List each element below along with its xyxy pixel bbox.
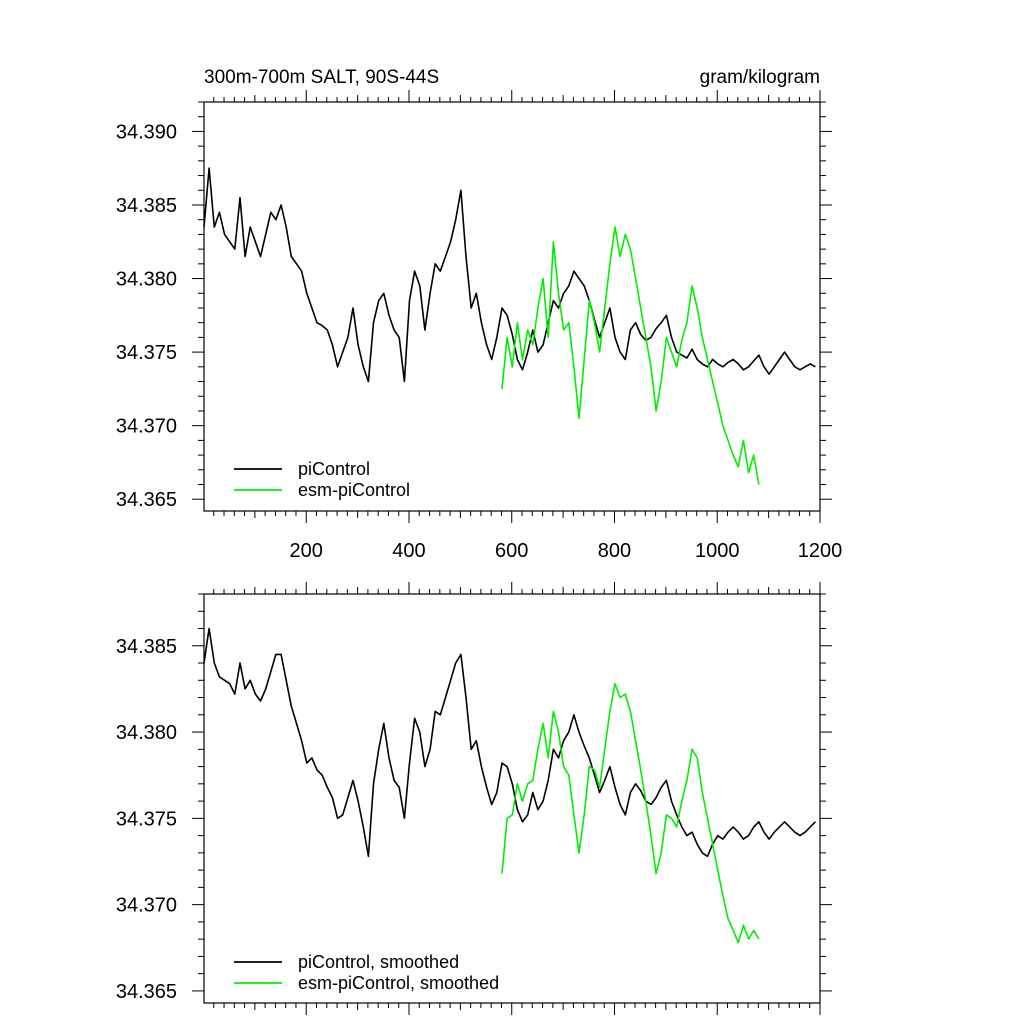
x-tick-label: 200 — [290, 540, 323, 562]
y-tick-label: 34.390 — [116, 121, 177, 143]
legend-label-picontrol: piControl — [298, 459, 370, 479]
x-tick-label: 1000 — [695, 540, 740, 562]
x-tick-label: 1200 — [798, 540, 843, 562]
bottom-panel-series — [203, 627, 816, 944]
y-tick-label: 34.370 — [116, 416, 177, 438]
y-tick-label: 34.370 — [116, 895, 177, 917]
series-line-esm-picontrol-smoothed — [501, 682, 760, 944]
y-tick-label: 34.365 — [116, 489, 177, 511]
chart-title: 300m-700m SALT, 90S-44S — [204, 67, 439, 88]
y-tick-label: 34.380 — [116, 269, 177, 291]
series-line-picontrol-smoothed — [203, 627, 816, 858]
top-panel: 200 400 600 800 1000 1200 34.365 34.370 34.375 34… — [116, 90, 842, 562]
legend-label-esm-picontrol: esm-piControl — [298, 480, 410, 500]
legend-label-picontrol-smoothed: piControl, smoothed — [298, 952, 459, 972]
y-tick-label: 34.385 — [116, 195, 177, 217]
bottom-panel: 34.365 34.370 34.375 34.380 34.385 piControl… — [116, 582, 832, 1015]
y-tick-label: 34.380 — [116, 722, 177, 744]
x-tick-label: 400 — [392, 540, 425, 562]
x-tick-label: 800 — [598, 540, 631, 562]
top-panel-series — [203, 167, 816, 485]
series-line-esm-picontrol — [501, 226, 760, 485]
y-tick-label: 34.365 — [116, 981, 177, 1003]
top-panel-axes: 200 400 600 800 1000 1200 34.365 34.370 34.375 34… — [116, 90, 842, 562]
bottom-panel-legend: piControl, smoothed esm-piControl, smoot… — [234, 952, 499, 993]
y-tick-label: 34.385 — [116, 636, 177, 658]
legend-label-esm-picontrol-smoothed: esm-piControl, smoothed — [298, 973, 499, 993]
y-tick-label: 34.375 — [116, 808, 177, 830]
chart-units: gram/kilogram — [700, 67, 820, 88]
top-panel-legend: piControl esm-piControl — [234, 459, 410, 500]
bottom-panel-axes: 34.365 34.370 34.375 34.380 34.385 — [116, 582, 832, 1015]
x-tick-label: 600 — [495, 540, 528, 562]
y-tick-label: 34.375 — [116, 342, 177, 364]
series-line-picontrol — [203, 167, 816, 383]
